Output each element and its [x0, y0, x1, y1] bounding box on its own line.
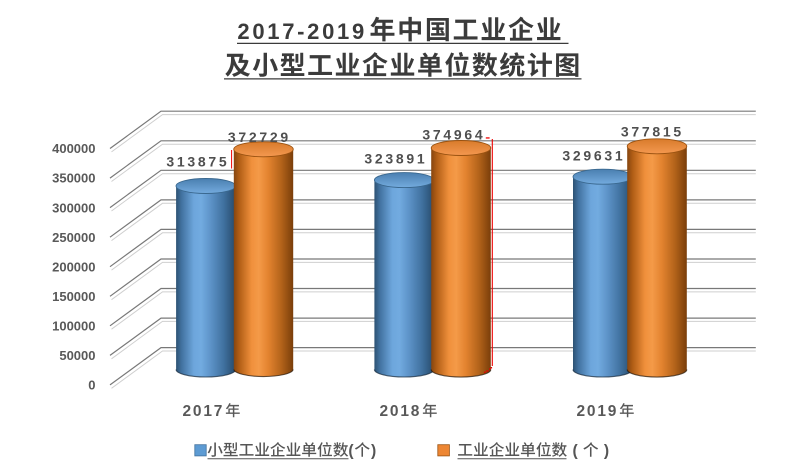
- svg-text:377815: 377815: [621, 124, 684, 140]
- svg-text:(: (: [572, 443, 578, 460]
- svg-text:250000: 250000: [52, 230, 95, 245]
- svg-text:400000: 400000: [52, 141, 95, 156]
- svg-text:323891: 323891: [364, 151, 427, 167]
- svg-text:0: 0: [88, 378, 95, 393]
- svg-text:300000: 300000: [52, 200, 95, 215]
- svg-text:374964: 374964: [422, 127, 485, 143]
- svg-text:150000: 150000: [52, 289, 95, 304]
- svg-text:): ): [371, 443, 376, 460]
- svg-text:2019: 2019: [577, 403, 619, 420]
- svg-text:313875: 313875: [166, 154, 229, 170]
- svg-text:(: (: [348, 443, 354, 460]
- svg-text:2018: 2018: [380, 403, 422, 420]
- svg-text:2017: 2017: [183, 403, 225, 420]
- svg-text:372729: 372729: [228, 129, 291, 145]
- svg-text:50000: 50000: [59, 348, 95, 363]
- svg-text:): ): [604, 443, 609, 460]
- svg-text:350000: 350000: [52, 171, 95, 186]
- svg-text:329631: 329631: [562, 148, 625, 164]
- svg-text:100000: 100000: [52, 319, 95, 334]
- svg-text:2017-2019: 2017-2019: [237, 19, 367, 44]
- svg-text:200000: 200000: [52, 259, 95, 274]
